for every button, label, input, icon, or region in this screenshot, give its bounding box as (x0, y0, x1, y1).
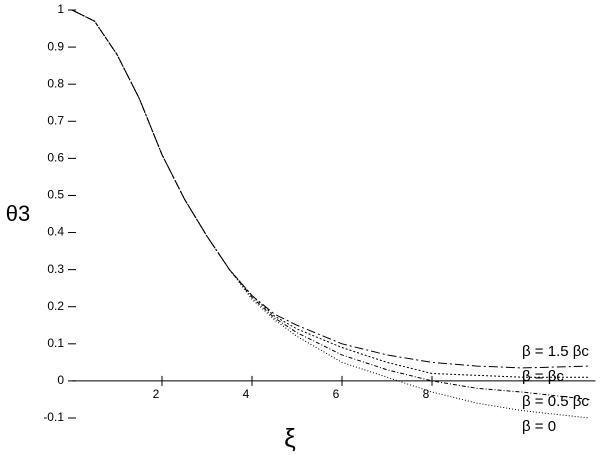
series-label: β = 0.5 βc (522, 393, 589, 410)
y-axis-label: θ3 (6, 201, 30, 226)
x-tick-label: 8 (423, 387, 430, 401)
series-line (71, 9, 590, 419)
y-tick-label: 0.1 (47, 336, 64, 350)
y-tick-label: 0.5 (47, 188, 64, 202)
x-tick-label: 2 (153, 387, 160, 401)
y-tick-label: 0.2 (47, 299, 64, 313)
y-tick-label: 0.4 (47, 225, 64, 239)
y-tick-label: 0 (57, 373, 64, 387)
series-line (71, 9, 590, 400)
y-tick-label: -0.1 (43, 410, 64, 424)
y-tick-label: 0.7 (47, 113, 64, 127)
y-tick-label: 0.9 (47, 39, 64, 53)
y-tick-label: 0.3 (47, 262, 64, 276)
x-axis-label: ξ (284, 423, 296, 453)
y-tick-label: 1 (57, 2, 64, 16)
series-line (71, 9, 590, 369)
series-label: β = 0 (522, 418, 556, 435)
x-tick-label: 4 (243, 387, 250, 401)
series-label: β = 1.5 βc (522, 343, 589, 360)
y-tick-label: 0.6 (47, 151, 64, 165)
series-line (71, 9, 590, 378)
y-tick-label: 0.8 (47, 76, 64, 90)
series-label: β = βc (522, 368, 564, 385)
x-tick-label: 6 (333, 387, 340, 401)
